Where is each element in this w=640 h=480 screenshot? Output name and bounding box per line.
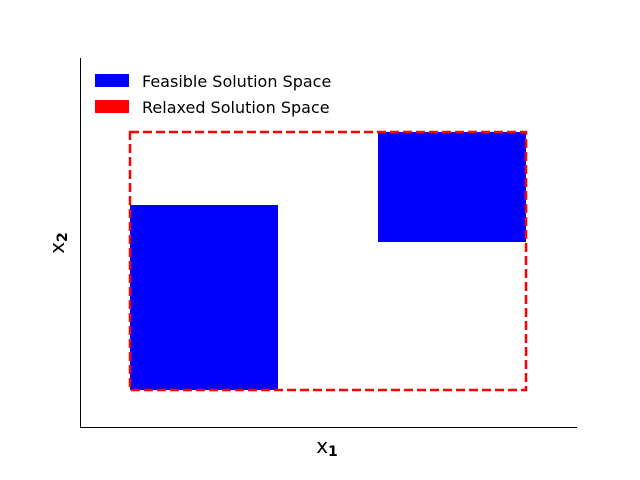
relaxed-region-outline [128, 130, 528, 392]
legend-label-relaxed: Relaxed Solution Space [142, 98, 330, 117]
feasible-region-upper-right [378, 132, 526, 242]
y-axis-label-subscript: 2 [55, 232, 71, 242]
legend-swatch-relaxed [95, 100, 129, 113]
x-axis-label-base: x [316, 434, 328, 458]
legend: Feasible Solution Space Relaxed Solution… [95, 72, 331, 117]
x-axis-label-subscript: 1 [328, 444, 338, 460]
legend-label-feasible: Feasible Solution Space [142, 72, 331, 91]
y-axis-label: x2 [45, 232, 71, 254]
y-axis-label-base: x [45, 242, 69, 254]
legend-swatch-feasible [95, 74, 129, 87]
feasible-region-lower-left [130, 205, 278, 390]
x-axis-label: x1 [316, 434, 338, 460]
